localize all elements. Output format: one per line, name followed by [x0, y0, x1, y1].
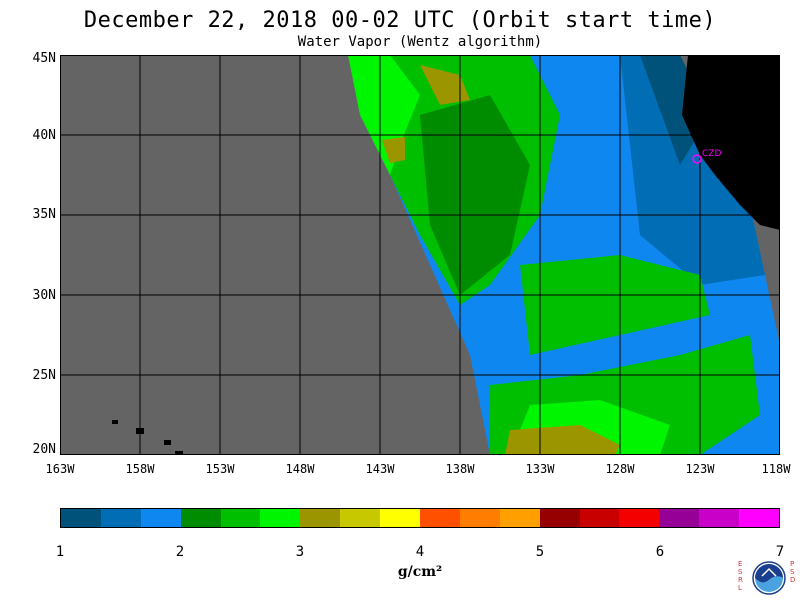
colorbar-swatch-8 — [380, 509, 421, 527]
map-subtitle: Water Vapor (Wentz algorithm) — [297, 34, 543, 50]
colorbar-swatch-3 — [180, 509, 221, 527]
colorbar-swatch-7 — [340, 509, 381, 527]
lat-label-25n: 25N — [32, 368, 56, 383]
logo-left-letters: E S R L — [738, 560, 743, 592]
colorbar-swatch-4 — [220, 509, 261, 527]
lon-label-148w: 148W — [285, 462, 315, 476]
colorbar-swatch-15 — [659, 509, 700, 527]
colorbar-swatch-0 — [61, 509, 101, 527]
lat-label-45n: 45N — [32, 51, 56, 66]
dark-green-north — [420, 95, 530, 295]
colorbar — [60, 508, 780, 528]
lon-label-138w: 138W — [445, 462, 475, 476]
colorbar-swatch-1 — [100, 509, 141, 527]
colorbar-swatch-11 — [499, 509, 540, 527]
lon-label-163w: 163W — [45, 462, 75, 476]
colorbar-swatch-13 — [579, 509, 620, 527]
green-band-middle — [520, 255, 710, 355]
lon-label-153w: 153W — [205, 462, 235, 476]
olive-patch-south — [505, 425, 620, 455]
map-frame — [60, 55, 780, 455]
colorbar-tick-4: 4 — [415, 544, 425, 560]
logo-right-letters: P S D — [790, 560, 796, 584]
island — [164, 440, 171, 445]
olive-patch-west — [382, 137, 405, 163]
colorbar-swatch-16 — [699, 509, 740, 527]
colorbar-tick-3: 3 — [295, 544, 305, 560]
colorbar-tick-1: 1 — [55, 544, 65, 560]
water-vapor-map: CZD — [60, 55, 780, 455]
colorbar-swatch-9 — [420, 509, 460, 527]
lat-label-20n: 20N — [32, 442, 56, 457]
station-label: CZD — [702, 149, 721, 159]
satellite-swath — [348, 55, 780, 455]
map-title: December 22, 2018 00-02 UTC (Orbit start… — [83, 8, 717, 33]
island — [175, 451, 183, 455]
colorbar-swatch-17 — [739, 509, 780, 527]
station-marker-icon — [692, 154, 702, 164]
lat-label-40n: 40N — [32, 128, 56, 143]
lon-label-133w: 133W — [525, 462, 555, 476]
colorbar-tick-6: 6 — [655, 544, 665, 560]
lat-lon-grid — [60, 55, 780, 455]
colorbar-tick-2: 2 — [175, 544, 185, 560]
colorbar-swatch-10 — [459, 509, 500, 527]
colorbar-swatch-14 — [619, 509, 660, 527]
lon-label-143w: 143W — [365, 462, 395, 476]
lon-label-118w: 118W — [761, 462, 791, 476]
noaa-emblem-icon — [752, 561, 786, 595]
lon-label-158w: 158W — [125, 462, 155, 476]
lat-label-30n: 30N — [32, 288, 56, 303]
noaa-logo: E S R L P S D — [738, 558, 796, 598]
lon-label-128w: 128W — [605, 462, 635, 476]
colorbar-swatch-5 — [260, 509, 301, 527]
olive-patch-north — [420, 65, 470, 105]
colorbar-tick-5: 5 — [535, 544, 545, 560]
lat-label-35n: 35N — [32, 207, 56, 222]
colorbar-units: g/cm² — [397, 564, 443, 580]
lon-label-123w: 123W — [685, 462, 715, 476]
north-america-landmass — [682, 55, 780, 230]
island — [112, 420, 118, 424]
dark-blue-coastal-region — [620, 55, 765, 285]
bright-green-edge — [348, 55, 420, 175]
colorbar-swatch-6 — [300, 509, 341, 527]
colorbar-swatch-12 — [539, 509, 580, 527]
colorbar-swatch-2 — [140, 509, 181, 527]
colorbar-tick-7: 7 — [775, 544, 785, 560]
